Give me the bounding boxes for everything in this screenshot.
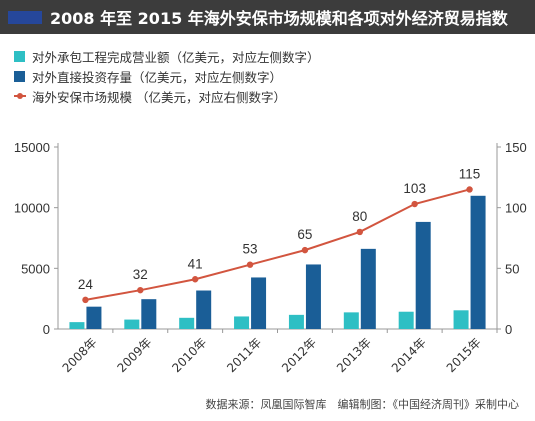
x-axis-category-label: 2015年	[444, 335, 484, 375]
line-data-label: 65	[297, 227, 312, 242]
left-axis-tick-label: 15000	[14, 140, 50, 155]
line-data-label: 24	[78, 277, 94, 292]
x-axis-category-label: 2008年	[60, 335, 100, 375]
legend-label: 对外承包工程完成营业额（亿美元，对应左侧数字）	[32, 49, 320, 65]
line-data-label: 115	[459, 166, 481, 181]
x-axis-category-label: 2013年	[334, 335, 374, 375]
line-point-security-market	[246, 261, 254, 268]
line-data-label: 53	[243, 242, 258, 257]
line-data-label: 32	[133, 267, 148, 282]
bar-contract-revenue	[69, 322, 85, 329]
bar-contract-revenue	[288, 314, 304, 329]
legend-swatch	[14, 70, 25, 82]
legend-item: 对外承包工程完成营业额（亿美元，对应左侧数字）	[14, 46, 320, 66]
left-axis-tick-label: 5000	[21, 261, 50, 276]
bar-investment-stock	[251, 277, 267, 329]
x-axis-category-label: 2009年	[114, 335, 154, 375]
right-axis-tick-label: 150	[505, 140, 527, 155]
line-point-security-market	[301, 246, 309, 254]
right-axis-tick-label: 50	[505, 261, 519, 276]
bar-investment-stock	[360, 248, 376, 329]
chart-source-note: 数据来源：凤凰国际智库 编辑制图：《中国经济周刊》采制中心	[205, 398, 520, 411]
left-axis-tick-label: 0	[43, 322, 50, 337]
right-axis-tick-label: 100	[505, 201, 527, 216]
bar-investment-stock	[196, 290, 212, 329]
line-data-label: 80	[352, 209, 367, 224]
line-point-security-market	[411, 200, 418, 208]
bar-contract-revenue	[453, 310, 469, 329]
bar-investment-stock	[141, 299, 157, 329]
bar-investment-stock	[305, 264, 321, 329]
line-point-security-market	[191, 276, 199, 283]
bar-investment-stock	[470, 195, 486, 329]
bar-investment-stock	[86, 306, 102, 329]
legend-line-marker	[14, 93, 26, 99]
line-point-security-market	[466, 186, 473, 193]
title-accent-block	[8, 10, 42, 24]
chart-legend: 对外承包工程完成营业额（亿美元，对应左侧数字） 对外直接投资存量（亿美元，对应左侧…	[14, 46, 320, 106]
line-point-security-market	[82, 296, 89, 304]
bar-contract-revenue	[343, 312, 359, 329]
line-point-security-market	[356, 228, 364, 236]
x-axis-category-label: 2012年	[279, 335, 319, 375]
bar-contract-revenue	[124, 319, 140, 329]
legend-item: 海外安保市场规模 （亿美元，对应右侧数字）	[14, 86, 320, 106]
line-security-market	[85, 188, 470, 301]
chart-title-bar: 2008 年至 2015 年海外安保市场规模和各项对外经济贸易指数	[0, 0, 535, 34]
bar-contract-revenue	[398, 311, 414, 329]
x-axis-category-label: 2014年	[389, 335, 429, 375]
line-data-label: 41	[188, 256, 203, 271]
bar-contract-revenue	[179, 317, 195, 329]
left-axis-tick-label: 10000	[14, 201, 50, 216]
x-axis-category-label: 2011年	[224, 335, 264, 375]
legend-label: 对外直接投资存量（亿美元，对应左侧数字）	[32, 69, 283, 85]
right-axis-tick-label: 0	[505, 322, 512, 337]
line-point-security-market	[137, 286, 144, 294]
x-axis-category-label: 2010年	[169, 335, 209, 375]
line-data-label: 103	[403, 181, 426, 196]
bar-contract-revenue	[234, 316, 250, 329]
bar-investment-stock	[415, 221, 431, 329]
legend-item: 对外直接投资存量（亿美元，对应左侧数字）	[14, 66, 320, 86]
chart-title: 2008 年至 2015 年海外安保市场规模和各项对外经济贸易指数	[50, 9, 508, 28]
legend-swatch	[14, 50, 25, 62]
legend-label: 海外安保市场规模 （亿美元，对应右侧数字）	[32, 89, 286, 105]
